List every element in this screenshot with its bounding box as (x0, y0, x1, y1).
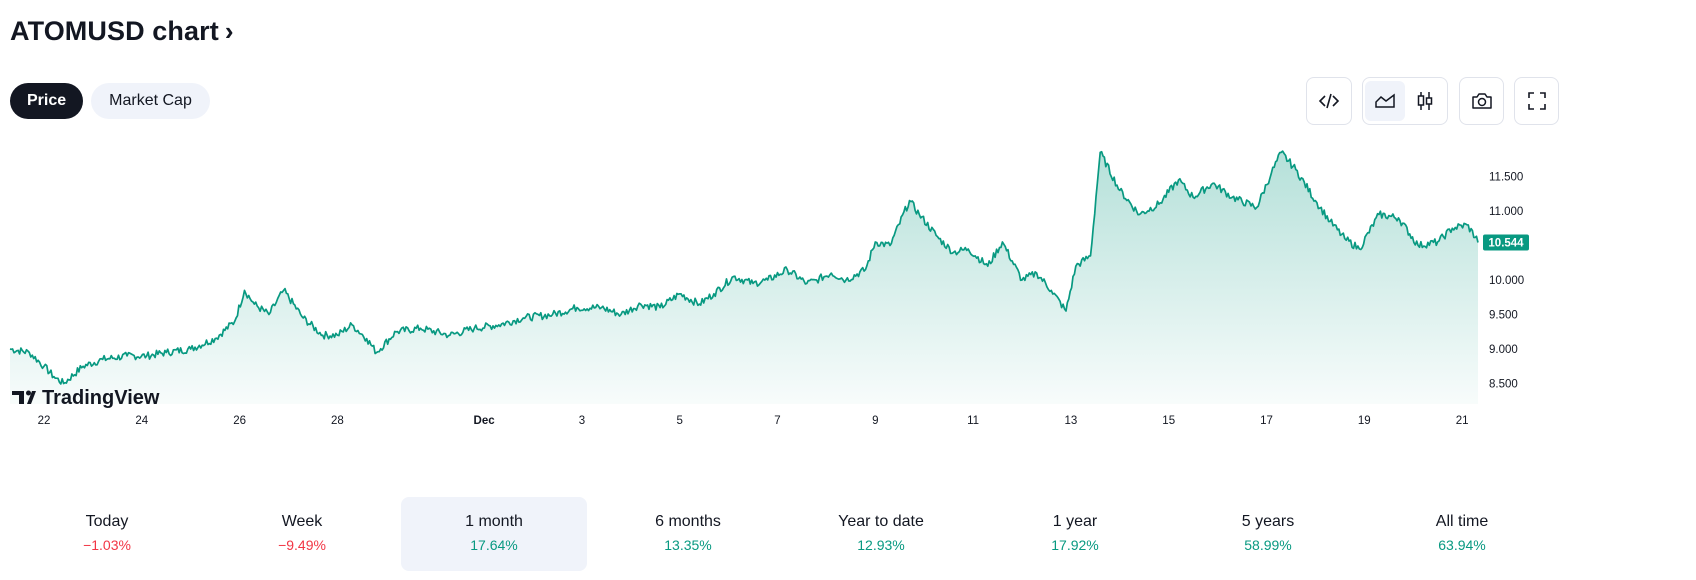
y-tick-label: 10.000 (1489, 275, 1524, 287)
period-change: 17.92% (1051, 537, 1099, 553)
period-1-year[interactable]: 1 year 17.92% (982, 497, 1168, 571)
y-tick-label: 9.500 (1489, 310, 1518, 322)
x-tick-label: Dec (474, 415, 496, 427)
period-change: 12.93% (857, 537, 905, 553)
x-tick-label: 9 (872, 415, 878, 427)
x-tick-label: 11 (967, 415, 979, 427)
tradingview-logo[interactable]: TradingView (12, 387, 160, 409)
chevron-right-icon: › (224, 15, 234, 46)
fullscreen-icon (1527, 92, 1546, 110)
period-label: 1 year (1052, 513, 1098, 530)
area-chart-button[interactable] (1365, 81, 1405, 121)
chart-title[interactable]: ATOMUSD chart › (10, 16, 234, 47)
y-tick-label: 11.000 (1489, 206, 1523, 218)
period-change: −9.49% (278, 537, 326, 553)
candlestick-icon (1417, 92, 1433, 110)
period-change: 58.99% (1244, 537, 1292, 553)
embed-code-button[interactable] (1309, 81, 1349, 121)
y-tick-label: 8.500 (1489, 379, 1518, 391)
period-label: 1 month (465, 513, 523, 530)
fullscreen-toolbar (1514, 77, 1559, 125)
y-tick-label: 11.500 (1489, 172, 1523, 184)
period-label: 6 months (655, 513, 721, 530)
last-price-badge (1483, 234, 1529, 251)
performance-periods: Today −1.03% Week −9.49% 1 month 17.64% 6 mont… (0, 497, 1696, 571)
period-change: 17.64% (470, 537, 518, 553)
camera-icon (1471, 93, 1492, 109)
tradingview-logo-icon (12, 390, 36, 404)
x-tick-label: 17 (1260, 415, 1273, 427)
x-tick-label: 28 (331, 415, 344, 427)
last-price-label: 10.544 (1488, 238, 1524, 250)
tab-market-cap[interactable]: Market Cap (91, 83, 210, 119)
period-5-years[interactable]: 5 years 58.99% (1175, 497, 1361, 571)
snapshot-button[interactable] (1462, 81, 1502, 121)
candlestick-button[interactable] (1405, 81, 1445, 121)
period-today[interactable]: Today −1.03% (14, 497, 200, 571)
embed-toolbar (1306, 77, 1352, 125)
period-change: −1.03% (83, 537, 131, 553)
x-tick-label: 19 (1358, 415, 1371, 427)
metric-tabs: Price Market Cap (10, 83, 210, 119)
period-label: All time (1435, 513, 1489, 530)
fullscreen-button[interactable] (1517, 81, 1557, 121)
snapshot-toolbar (1459, 77, 1504, 125)
y-tick-label: 9.000 (1489, 344, 1518, 356)
period-6-months[interactable]: 6 months 13.35% (595, 497, 781, 571)
x-axis: 22 24 26 28 Dec 3 5 7 9 11 13 15 17 19 21 (38, 415, 1469, 427)
period-all-time[interactable]: All time 63.94% (1369, 497, 1555, 571)
period-label: 5 years (1241, 513, 1295, 530)
x-tick-label: 7 (774, 415, 780, 427)
price-line (9, 150, 1479, 385)
x-tick-label: 26 (233, 415, 246, 427)
x-tick-label: 3 (579, 415, 585, 427)
x-tick-label: 15 (1162, 415, 1175, 427)
chart-title-text: ATOMUSD chart (10, 16, 219, 46)
period-label: Today (85, 513, 129, 530)
period-year-to-date[interactable]: Year to date 12.93% (788, 497, 974, 571)
x-tick-label: 5 (676, 415, 682, 427)
price-area-fill (10, 151, 1478, 404)
period-label: Year to date (838, 513, 924, 530)
x-tick-label: 22 (38, 415, 51, 427)
area-chart-icon (1375, 93, 1395, 108)
period-week[interactable]: Week −9.49% (209, 497, 395, 571)
plot-area (9, 150, 1479, 404)
x-tick-label: 24 (135, 415, 148, 427)
x-tick-label: 13 (1065, 415, 1078, 427)
x-tick-label: 21 (1456, 415, 1469, 427)
tradingview-logo-text: TradingView (42, 387, 160, 409)
period-1-month[interactable]: 1 month 17.64% (401, 497, 587, 571)
y-axis: 11.500 11.000 10.000 9.500 9.000 8.500 10.544 (1483, 172, 1529, 391)
chart-style-toolbar (1362, 77, 1448, 125)
period-change: 63.94% (1438, 537, 1486, 553)
period-label: Week (281, 513, 323, 530)
embed-code-icon (1318, 93, 1340, 109)
period-change: 13.35% (664, 537, 712, 553)
price-chart[interactable]: 11.50011.00010.0009.5009.0008.50010.544 … (0, 130, 1696, 440)
tab-price[interactable]: Price (10, 83, 84, 119)
